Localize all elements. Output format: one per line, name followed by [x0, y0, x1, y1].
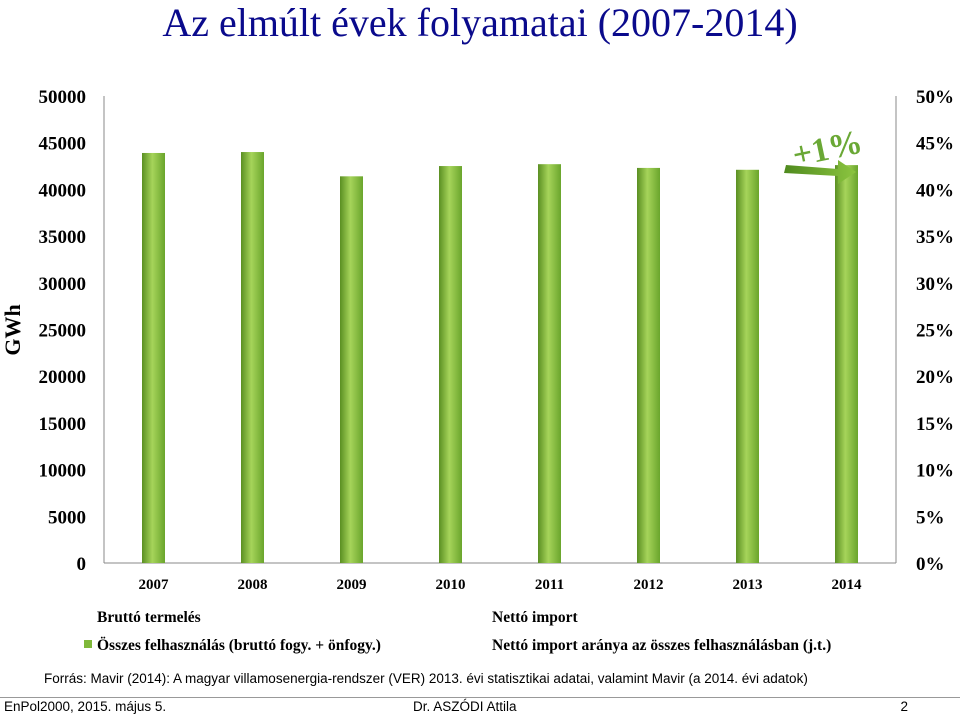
y2-tick-label: 30%	[916, 274, 954, 295]
bar-2013	[736, 169, 759, 563]
footer-divider	[0, 697, 960, 698]
y-tick-label: 25000	[39, 321, 87, 342]
y2-tick-label: 10%	[916, 461, 954, 482]
y-tick-label: 20000	[39, 367, 87, 388]
y2-tick-label: 35%	[916, 227, 954, 248]
y-tick-label: 5000	[48, 507, 86, 528]
y2-tick-label: 45%	[916, 134, 954, 155]
legend: Bruttó termelés Nettó import Összes felh…	[84, 609, 831, 654]
y-tick-label: 35000	[39, 227, 87, 248]
y-tick-label: 45000	[39, 134, 87, 155]
x-tick-label: 2007	[139, 577, 170, 593]
y2-tick-label: 20%	[916, 367, 954, 388]
annotation-arrow	[784, 160, 856, 184]
footer: EnPol2000, 2015. május 5. Dr. ASZÓDI Att…	[0, 697, 960, 715]
x-tick-label: 2013	[733, 577, 763, 593]
legend-item-osszes-felhasznalas: Összes felhasználás (bruttó fogy. + önfo…	[97, 637, 381, 654]
y2-tick-label: 0%	[916, 554, 945, 575]
legend-item-netto-import: Nettó import	[492, 609, 578, 626]
y-tick-label: 30000	[39, 274, 87, 295]
bar-2011	[538, 164, 561, 563]
legend-item-import-arany: Nettó import aránya az összes felhasznál…	[492, 637, 831, 654]
bar-2010	[439, 166, 462, 564]
y-tick-label: 0	[77, 554, 87, 575]
footer-author: Dr. ASZÓDI Attila	[413, 699, 517, 714]
y-tick-label: 15000	[39, 414, 87, 435]
bar-2009	[340, 176, 363, 563]
y-tick-label: 40000	[39, 180, 87, 201]
page-title: Az elmúlt évek folyamatai (2007-2014)	[162, 0, 798, 45]
legend-item-brutto-termeles: Bruttó termelés	[97, 609, 201, 626]
y2-tick-label: 40%	[916, 180, 954, 201]
x-tick-label: 2009	[337, 577, 367, 593]
legend-swatch-osszes	[84, 640, 92, 648]
x-tick-label: 2008	[238, 577, 268, 593]
y2-tick-label: 25%	[916, 321, 954, 342]
chart: 0 5000 10000 15000 20000 25000 30000 35000 40000…	[0, 87, 954, 654]
x-tick-label: 2014	[832, 577, 863, 593]
page-number: 2	[900, 699, 908, 714]
x-tick-label: 2011	[535, 577, 564, 593]
y2-tick-label: 15%	[916, 414, 954, 435]
bar-2007	[142, 152, 165, 563]
y-tick-label: 10000	[39, 461, 87, 482]
bar-2008	[241, 152, 264, 564]
x-tick-label: 2010	[436, 577, 466, 593]
y2-tick-label: 5%	[916, 507, 945, 528]
y-tick-label: 50000	[39, 87, 87, 108]
bar-2012	[637, 167, 660, 563]
y2-tick-label: 50%	[916, 87, 954, 108]
source-note: Forrás: Mavir (2014): A magyar villamose…	[44, 671, 808, 686]
x-tick-label: 2012	[634, 577, 664, 593]
footer-event: EnPol2000, 2015. május 5.	[4, 699, 167, 714]
y-axis-label: GWh	[0, 304, 25, 355]
bar-2014	[835, 165, 858, 563]
